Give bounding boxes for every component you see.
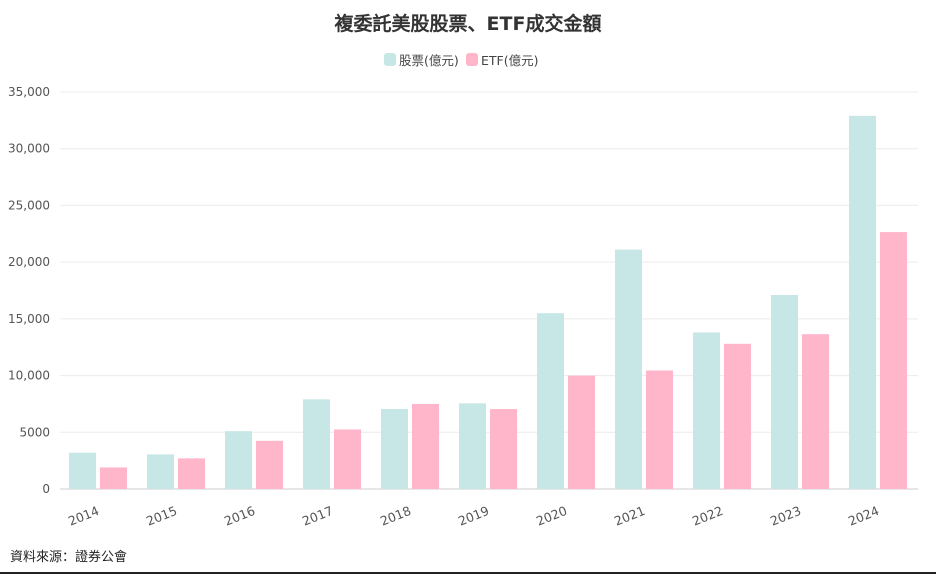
bar-stock-2021 xyxy=(615,249,642,489)
x-tick-label: 2018 xyxy=(378,503,413,529)
y-axis: 0 5000 10,000 15,000 20,000 25,000 30,000 35,00… xyxy=(8,85,50,496)
legend: 股票(億元) ETF(億元) xyxy=(384,53,538,68)
bar-etf-2019 xyxy=(490,409,517,489)
y-tick-label: 0 xyxy=(42,482,50,496)
x-tick-label: 2021 xyxy=(612,503,647,529)
x-tick-label: 2023 xyxy=(768,503,803,529)
bar-etf-2017 xyxy=(334,429,361,489)
bar-stock-2014 xyxy=(69,452,96,489)
legend-swatch-stock xyxy=(384,53,396,66)
bar-etf-2018 xyxy=(412,403,439,489)
x-tick-label: 2017 xyxy=(300,503,335,529)
bar-etf-2015 xyxy=(178,458,205,489)
bar-etf-2023 xyxy=(802,334,829,489)
grid xyxy=(60,91,918,490)
bar-etf-2024 xyxy=(880,232,907,489)
bars xyxy=(69,115,907,489)
bar-stock-2020 xyxy=(537,313,564,489)
bar-stock-2018 xyxy=(381,409,408,489)
y-tick-label: 15,000 xyxy=(8,312,50,326)
legend-label-stock: 股票(億元) xyxy=(399,53,459,68)
bar-etf-2014 xyxy=(100,467,127,489)
y-tick-label: 20,000 xyxy=(8,255,50,269)
bar-stock-2016 xyxy=(225,431,252,489)
x-tick-label: 2020 xyxy=(534,503,569,529)
y-tick-label: 5000 xyxy=(19,425,50,439)
legend-swatch-etf xyxy=(466,53,478,66)
bar-stock-2024 xyxy=(849,115,876,489)
y-tick-label: 25,000 xyxy=(8,198,50,212)
bar-stock-2022 xyxy=(693,332,720,489)
x-tick-label: 2015 xyxy=(144,503,179,529)
bar-etf-2016 xyxy=(256,440,283,489)
bar-etf-2021 xyxy=(646,370,673,489)
x-tick-label: 2024 xyxy=(846,503,881,529)
bar-stock-2019 xyxy=(459,403,486,489)
x-tick-label: 2022 xyxy=(690,503,725,529)
y-tick-label: 35,000 xyxy=(8,85,50,99)
bar-stock-2017 xyxy=(303,399,330,489)
bar-etf-2020 xyxy=(568,375,595,489)
source-note: 資料來源：證券公會 xyxy=(10,550,128,565)
bottom-rule xyxy=(0,572,936,574)
x-tick-label: 2016 xyxy=(222,503,257,529)
y-tick-label: 30,000 xyxy=(8,142,50,156)
chart: 複委託美股股票、ETF成交金額 股票(億元) ETF(億元) 0 5000 10,00… xyxy=(8,12,918,529)
bar-stock-2023 xyxy=(771,295,798,489)
chart-title: 複委託美股股票、ETF成交金額 xyxy=(334,12,602,35)
x-axis: 2014 2015 2016 2017 2018 2019 2020 2021 2022 2023… xyxy=(66,503,881,529)
bar-stock-2015 xyxy=(147,454,174,489)
bar-etf-2022 xyxy=(724,343,751,489)
x-tick-label: 2019 xyxy=(456,503,491,529)
legend-label-etf: ETF(億元) xyxy=(481,53,538,68)
y-tick-label: 10,000 xyxy=(8,369,50,383)
x-tick-label: 2014 xyxy=(66,503,101,529)
